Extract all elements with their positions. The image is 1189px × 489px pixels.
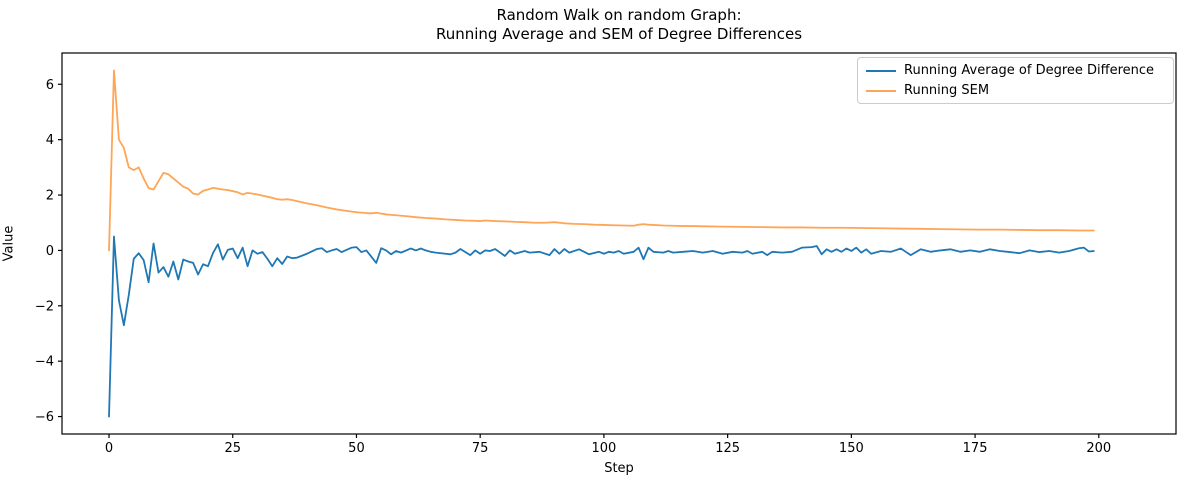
y-tick-label: 4 [46,133,54,148]
x-tick-label: 25 [224,441,241,456]
x-axis-label: Step [604,461,634,476]
y-tick-label: 2 [46,189,54,204]
chart-title-line2: Running Average and SEM of Degree Differ… [435,25,803,43]
legend-line-swatch-blue [866,69,896,72]
y-tick-label: −6 [35,410,54,425]
axis-ticks: 0 25 50 75 100 125 150 175 200 −6 −4 −2 0 2 4 6 [35,78,1111,456]
y-tick-label: 0 [46,244,54,259]
x-tick-label: 175 [963,441,988,456]
legend-label-running-sem: Running SEM [904,83,990,98]
data-series-lines [108,69,1095,418]
series-line-1 [108,69,1095,252]
axes-frame [61,52,1177,435]
x-tick-label: 100 [591,441,616,456]
x-tick-label: 150 [839,441,864,456]
legend-label-running-average: Running Average of Degree Difference [904,63,1155,78]
series-line-0 [108,235,1095,418]
legend-line-swatch-orange [866,89,896,92]
y-tick-label: −2 [35,299,54,314]
legend: Running Average of Degree Difference Run… [857,57,1174,104]
legend-item-running-average: Running Average of Degree Difference [866,63,1165,78]
y-axis-label: Value [1,225,17,262]
legend-item-running-sem: Running SEM [866,83,1165,98]
x-tick-label: 125 [715,441,740,456]
x-tick-label: 75 [472,441,489,456]
y-tick-label: −4 [35,355,54,370]
chart-title-line1: Random Walk on random Graph: [496,6,742,24]
chart-title: Random Walk on random Graph: Running Ave… [62,6,1176,44]
x-tick-label: 0 [105,441,113,456]
x-tick-label: 200 [1086,441,1111,456]
x-tick-label: 50 [348,441,365,456]
y-tick-label: 6 [46,78,54,93]
